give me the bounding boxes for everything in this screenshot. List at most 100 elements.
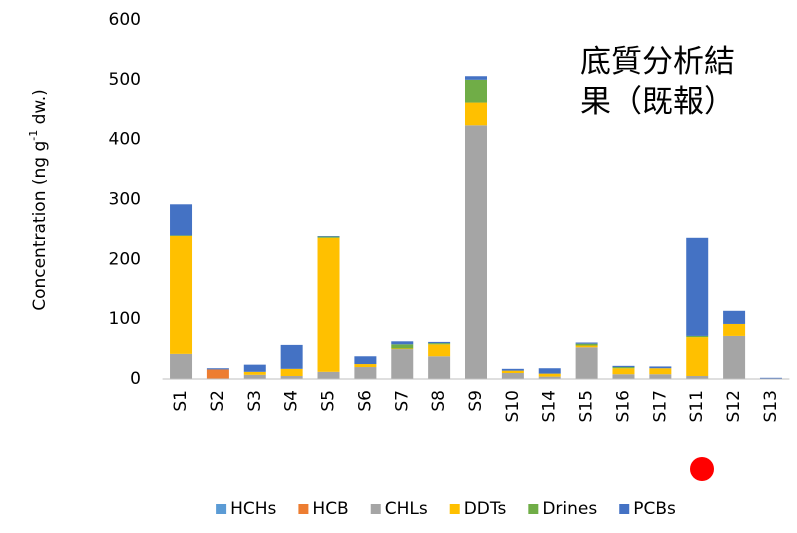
bar-segment — [206, 368, 229, 370]
annotation: 底質分析結 — [580, 44, 735, 80]
y-tick-label: 400 — [109, 130, 141, 150]
bar-segment — [538, 376, 561, 379]
bar-segment — [391, 349, 414, 379]
bar-segment — [501, 368, 524, 371]
bar-segment — [354, 356, 377, 365]
legend-swatch — [216, 504, 227, 514]
x-tick-label: S9 — [466, 390, 486, 412]
y-tick-label: 600 — [109, 10, 141, 30]
bar-segment — [723, 310, 746, 324]
bar-segment — [465, 76, 487, 80]
x-tick-label: S12 — [724, 390, 744, 422]
legend-swatch — [449, 504, 460, 514]
bar-segment — [686, 376, 709, 379]
bar-segment — [243, 374, 266, 379]
bar-segment — [723, 323, 746, 336]
x-tick-label: S14 — [540, 390, 560, 422]
y-tick-label: 500 — [109, 70, 141, 90]
bar-segment — [428, 344, 451, 357]
bar-segment — [759, 377, 782, 379]
bar-segment — [317, 235, 340, 237]
bar-segment — [538, 373, 561, 377]
bar-segment — [243, 364, 266, 372]
bar-segment — [391, 348, 414, 350]
bar-segment — [170, 204, 193, 236]
bar-segment — [170, 235, 193, 236]
bar-segment — [649, 368, 672, 375]
x-tick-label: S11 — [687, 390, 707, 422]
y-tick-label: 300 — [109, 190, 141, 210]
y-tick-label: 200 — [109, 249, 141, 269]
bar-segment — [280, 376, 303, 379]
bar-segment — [354, 367, 377, 379]
x-tick-label: S8 — [429, 390, 449, 412]
bar-segment — [354, 364, 377, 368]
bar-segment — [501, 373, 524, 379]
bar-segment — [465, 102, 487, 126]
y-label-end: dw.) — [30, 89, 50, 130]
x-tick-label: S4 — [282, 390, 302, 412]
x-tick-label: S16 — [613, 390, 633, 422]
legend-label: CHLs — [385, 499, 428, 519]
bar-segment — [686, 337, 709, 377]
bar-segment — [317, 371, 340, 379]
highlight-dot — [690, 457, 714, 481]
x-tick-label: S15 — [577, 390, 597, 422]
legend-label: PCBs — [633, 499, 676, 519]
legend-swatch — [298, 504, 309, 514]
bar-segment — [428, 343, 451, 345]
x-tick-label: S1 — [171, 390, 191, 412]
legend-label: Drines — [542, 499, 597, 519]
bar-segment — [612, 368, 635, 375]
x-tick-label: S3 — [245, 390, 265, 412]
annotation: 果（既報） — [580, 84, 735, 120]
legend-swatch — [528, 504, 539, 514]
bar-segment — [391, 341, 414, 345]
bar-segment — [649, 374, 672, 379]
x-tick-label: S2 — [208, 390, 228, 412]
y-label-sup: -1 — [27, 130, 40, 141]
bar-segment — [612, 365, 635, 368]
legend-label: HCHs — [230, 499, 276, 519]
y-tick-label: 100 — [109, 309, 141, 329]
bar-segment — [206, 369, 229, 379]
legend-label: DDTs — [464, 499, 507, 519]
x-tick-label: S10 — [503, 390, 523, 422]
bar-segment — [686, 335, 709, 338]
y-axis-label: Concentration (ng g-1 dw.) — [27, 89, 50, 311]
bar-segment — [575, 345, 598, 348]
bar-segment — [280, 344, 303, 369]
bar-segment — [317, 236, 340, 238]
bar-segment — [649, 366, 672, 369]
bar-segment — [575, 347, 598, 379]
x-tick-label: S7 — [392, 390, 412, 412]
legend-label: HCB — [312, 499, 348, 519]
x-tick-label: S6 — [355, 390, 375, 412]
bar-segment — [243, 371, 266, 375]
bar-segment — [575, 342, 598, 344]
bar-segment — [428, 341, 451, 344]
legend-swatch — [619, 504, 630, 514]
bar-segment — [391, 344, 414, 349]
y-tick-label: 0 — [130, 369, 141, 389]
bar-segment — [280, 368, 303, 377]
x-tick-label: S13 — [761, 390, 781, 422]
bar-segment — [317, 237, 340, 372]
y-label-main: Concentration (ng g — [30, 141, 50, 311]
bar-segment — [612, 374, 635, 379]
x-tick-label: S5 — [319, 390, 339, 412]
bar-segment — [170, 353, 193, 379]
bar-segment — [575, 343, 598, 346]
bar-segment — [465, 79, 487, 103]
bar-segment — [465, 125, 487, 379]
bar-segment — [612, 367, 635, 369]
legend-swatch — [370, 504, 381, 514]
x-tick-label: S17 — [650, 390, 670, 422]
bar-segment — [538, 368, 561, 374]
bar-segment — [428, 356, 451, 379]
bar-segment — [501, 370, 524, 374]
bar-segment — [170, 235, 193, 354]
bar-segment — [686, 237, 709, 336]
bar-segment — [723, 335, 746, 379]
